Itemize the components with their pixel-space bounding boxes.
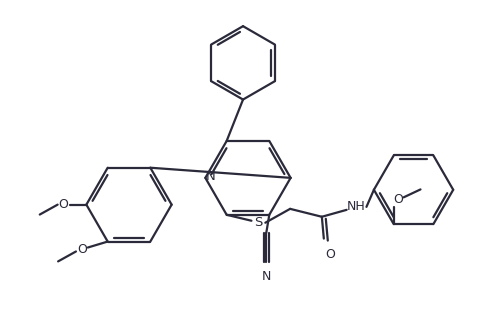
Text: S: S <box>254 216 263 229</box>
Text: N: N <box>205 170 215 184</box>
Text: N: N <box>262 270 271 283</box>
Text: O: O <box>394 193 404 206</box>
Text: O: O <box>58 198 69 211</box>
Text: NH: NH <box>347 200 366 213</box>
Text: O: O <box>325 247 335 260</box>
Text: O: O <box>77 243 87 256</box>
